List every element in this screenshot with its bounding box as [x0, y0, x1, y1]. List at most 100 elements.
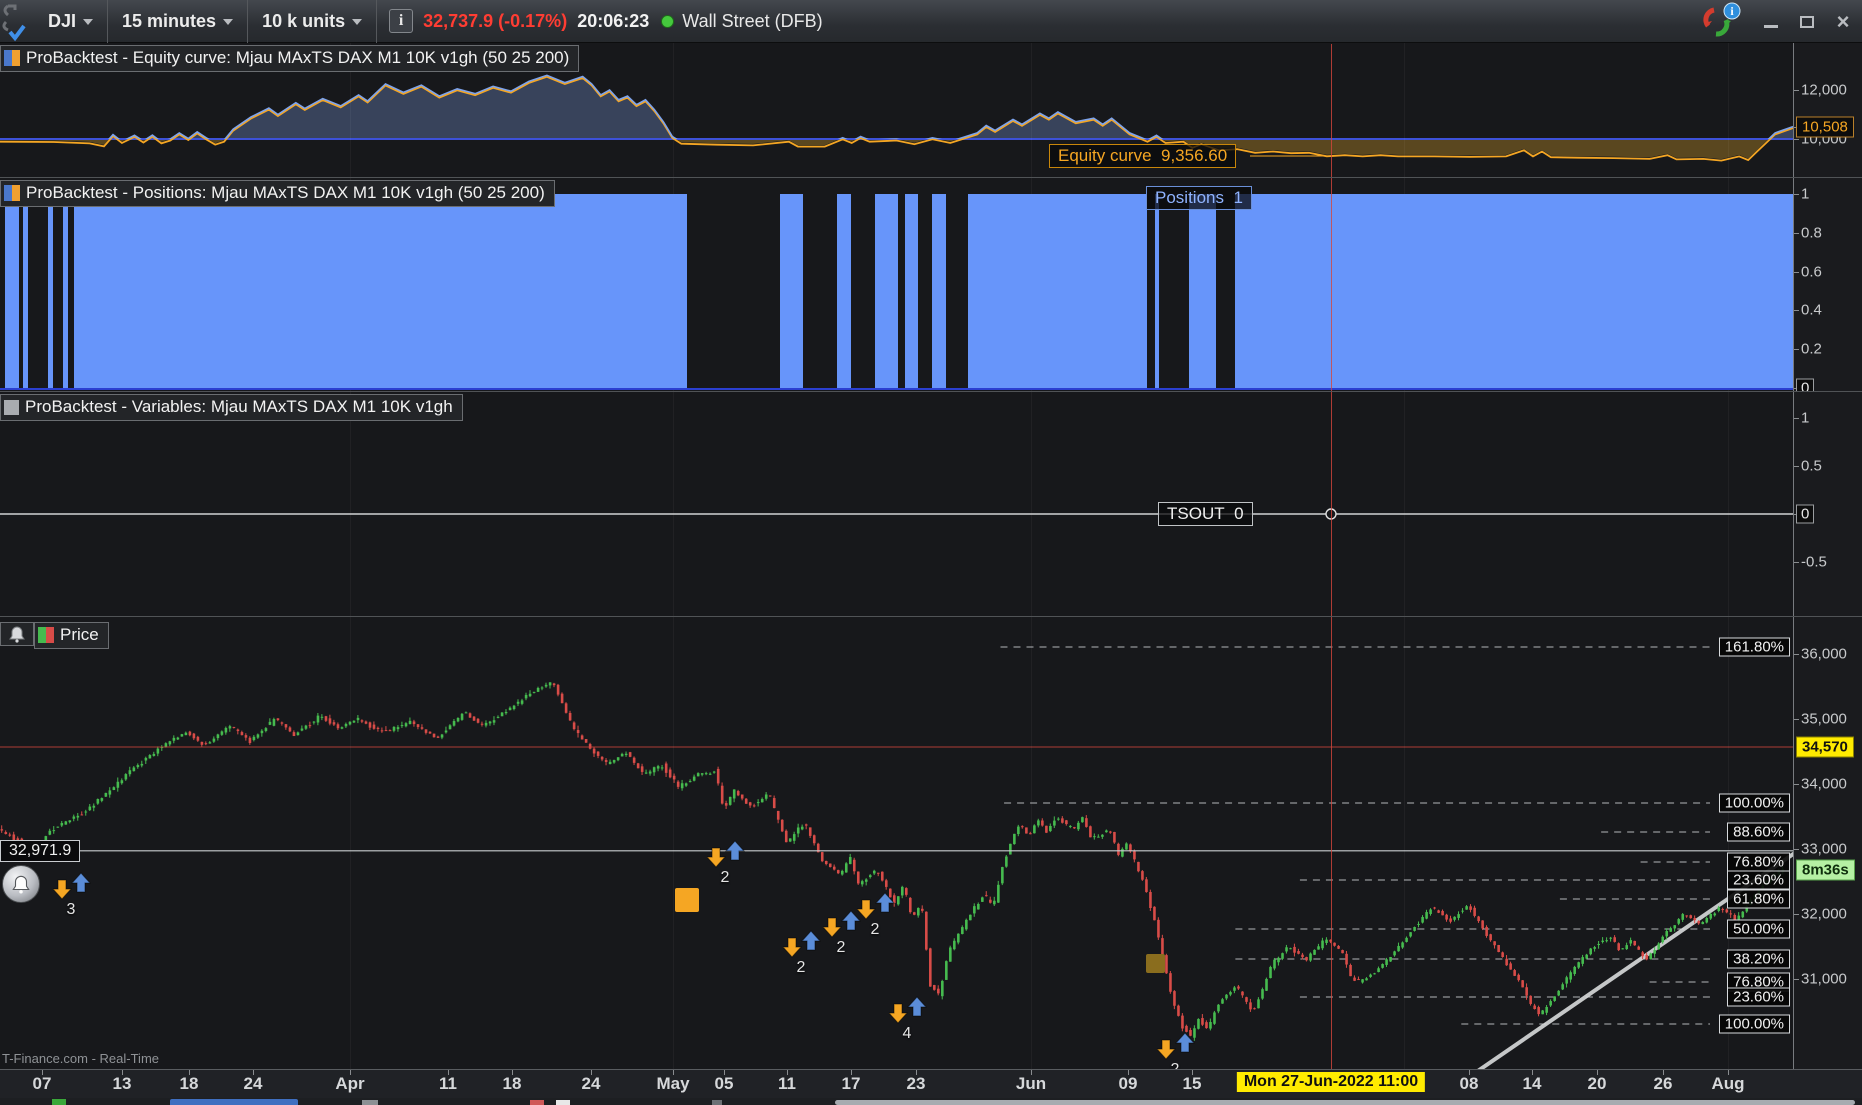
positions-panel-title[interactable]: ProBacktest - Positions: Mjau MAxTS DAX …	[0, 180, 555, 207]
market-open-indicator	[661, 14, 675, 28]
variables-panel-title[interactable]: ProBacktest - Variables: Mjau MAxTS DAX …	[0, 394, 463, 421]
fib-level-label: 23.60%	[1727, 870, 1790, 890]
axis-tick	[1794, 139, 1799, 140]
time-tick	[916, 1070, 917, 1075]
time-tick	[1031, 1070, 1032, 1075]
positions-baseline	[0, 388, 1793, 390]
variables-y-axis[interactable]: 10.500-0.5	[1793, 392, 1862, 617]
trade-count-label: 2	[720, 869, 730, 886]
buy-arrow-icon	[800, 930, 821, 951]
tsout-cursor-tooltip: TSOUT 0	[1158, 502, 1253, 526]
app-logo-icon[interactable]	[0, 0, 34, 43]
price-panel-title[interactable]: Price	[34, 622, 109, 649]
fib-level-label: 23.60%	[1727, 987, 1790, 1007]
trade-arrows-marker	[783, 929, 821, 959]
axis-tick	[1794, 654, 1799, 655]
taskbar-icon[interactable]	[362, 1100, 378, 1105]
axis-label: 1	[1801, 185, 1810, 203]
fib-level-label: 50.00%	[1727, 919, 1790, 939]
sell-arrow-icon	[823, 917, 843, 938]
sell-arrow-icon	[53, 879, 73, 900]
taskbar-icon[interactable]	[52, 1099, 66, 1105]
crosshair-vertical-line	[1331, 44, 1332, 1069]
time-label: Jun	[1015, 1074, 1047, 1093]
taskbar-icon[interactable]	[556, 1100, 570, 1105]
time-tick	[1128, 1070, 1129, 1075]
panel-separator[interactable]	[0, 616, 1862, 617]
price-chart-area[interactable]: 161.80% 100.00% 88.60% 76.80% 23.60% 61.80% 50…	[0, 617, 1793, 1069]
month-gridline	[673, 392, 674, 617]
bell-icon	[9, 626, 25, 643]
chevron-down-icon	[223, 19, 234, 25]
trade-count-label: 4	[902, 1025, 912, 1042]
horizontal-scrollbar[interactable]	[835, 1100, 1855, 1105]
month-gridline	[1404, 392, 1405, 617]
trade-arrows-marker	[707, 839, 745, 869]
candlestick-svg	[0, 646, 1793, 1069]
month-gridline	[1031, 392, 1032, 617]
trade-count-label: 2	[836, 939, 846, 956]
toolbar-separator	[376, 0, 378, 43]
toolbar-separator	[247, 0, 249, 43]
svg-text:i: i	[1730, 4, 1734, 18]
taskbar-icon[interactable]	[530, 1100, 544, 1105]
time-label: 08	[1459, 1074, 1479, 1093]
positions-y-axis[interactable]: 10.80.60.40.200	[1793, 178, 1862, 392]
minimize-button[interactable]	[1758, 9, 1784, 35]
time-label: 20	[1587, 1074, 1607, 1093]
taskbar-active-button[interactable]	[170, 1099, 298, 1105]
position-bar	[1155, 194, 1159, 388]
check-icon	[8, 24, 26, 41]
alert-bell-icon[interactable]	[2, 864, 40, 903]
close-button[interactable]: ×	[1836, 8, 1850, 34]
time-tick	[350, 1070, 351, 1075]
axis-tick	[1794, 979, 1799, 980]
price-title-text: Price	[60, 625, 99, 644]
sell-arrow-icon	[857, 899, 877, 920]
time-label: 07	[32, 1074, 52, 1093]
time-tick	[448, 1070, 449, 1075]
units-dropdown[interactable]: 10 k units	[248, 0, 376, 43]
position-bar	[905, 194, 918, 388]
trade-arrows-marker	[823, 909, 861, 939]
time-tick	[189, 1070, 190, 1075]
buy-arrow-icon	[70, 872, 91, 893]
time-tick	[724, 1070, 725, 1075]
panel-separator[interactable]	[0, 391, 1862, 392]
price-alert-legend[interactable]	[0, 622, 34, 646]
time-tick	[253, 1070, 254, 1075]
time-label: Apr	[335, 1074, 365, 1093]
symbol-dropdown[interactable]: DJI	[34, 0, 107, 43]
symbol-label: DJI	[48, 10, 77, 31]
market-name: Wall Street (DFB)	[682, 10, 823, 31]
time-tick	[673, 1070, 674, 1075]
trade-square-marker	[1146, 954, 1165, 973]
sync-arrows-icon[interactable]: i	[1700, 2, 1748, 42]
equity-panel-title[interactable]: ProBacktest - Equity curve: Mjau MAxTS D…	[0, 45, 580, 72]
price-y-axis[interactable]: 36,000 35,000 34,000 33,000 32,000 31,000 34,5…	[1793, 617, 1862, 1069]
tsout-line-svg	[0, 508, 1793, 520]
info-icon[interactable]: i	[389, 9, 414, 33]
alert-price-tag[interactable]: 32,971.9	[0, 839, 81, 862]
equity-chart-area[interactable]	[0, 43, 1793, 178]
timeframe-dropdown[interactable]: 15 minutes	[108, 0, 247, 43]
buy-arrow-icon	[874, 892, 895, 913]
time-axis[interactable]: 07 13 18 24 Apr 11 18 24 May 05 11 17 23 Jun 09 15 08 14 2…	[0, 1069, 1862, 1098]
equity-cursor-tooltip: Equity curve 9,356.60	[1049, 144, 1237, 168]
axis-tick	[1794, 349, 1799, 351]
taskbar-icon[interactable]	[712, 1100, 722, 1105]
month-gridline	[1728, 617, 1729, 1069]
variables-chart-area[interactable]	[0, 392, 1793, 617]
axis-label: 0.8	[1801, 224, 1822, 242]
axis-label: 34,000	[1801, 775, 1847, 793]
watermark: T-Finance.com - Real-Time	[2, 1051, 159, 1066]
axis-label: 33,000	[1801, 840, 1847, 858]
time-tick	[1597, 1070, 1598, 1075]
positions-chart-area[interactable]	[0, 178, 1793, 392]
restore-button[interactable]	[1794, 9, 1820, 35]
chevron-down-icon	[352, 19, 363, 25]
panel-separator[interactable]	[0, 177, 1862, 178]
position-bar	[5, 194, 19, 388]
